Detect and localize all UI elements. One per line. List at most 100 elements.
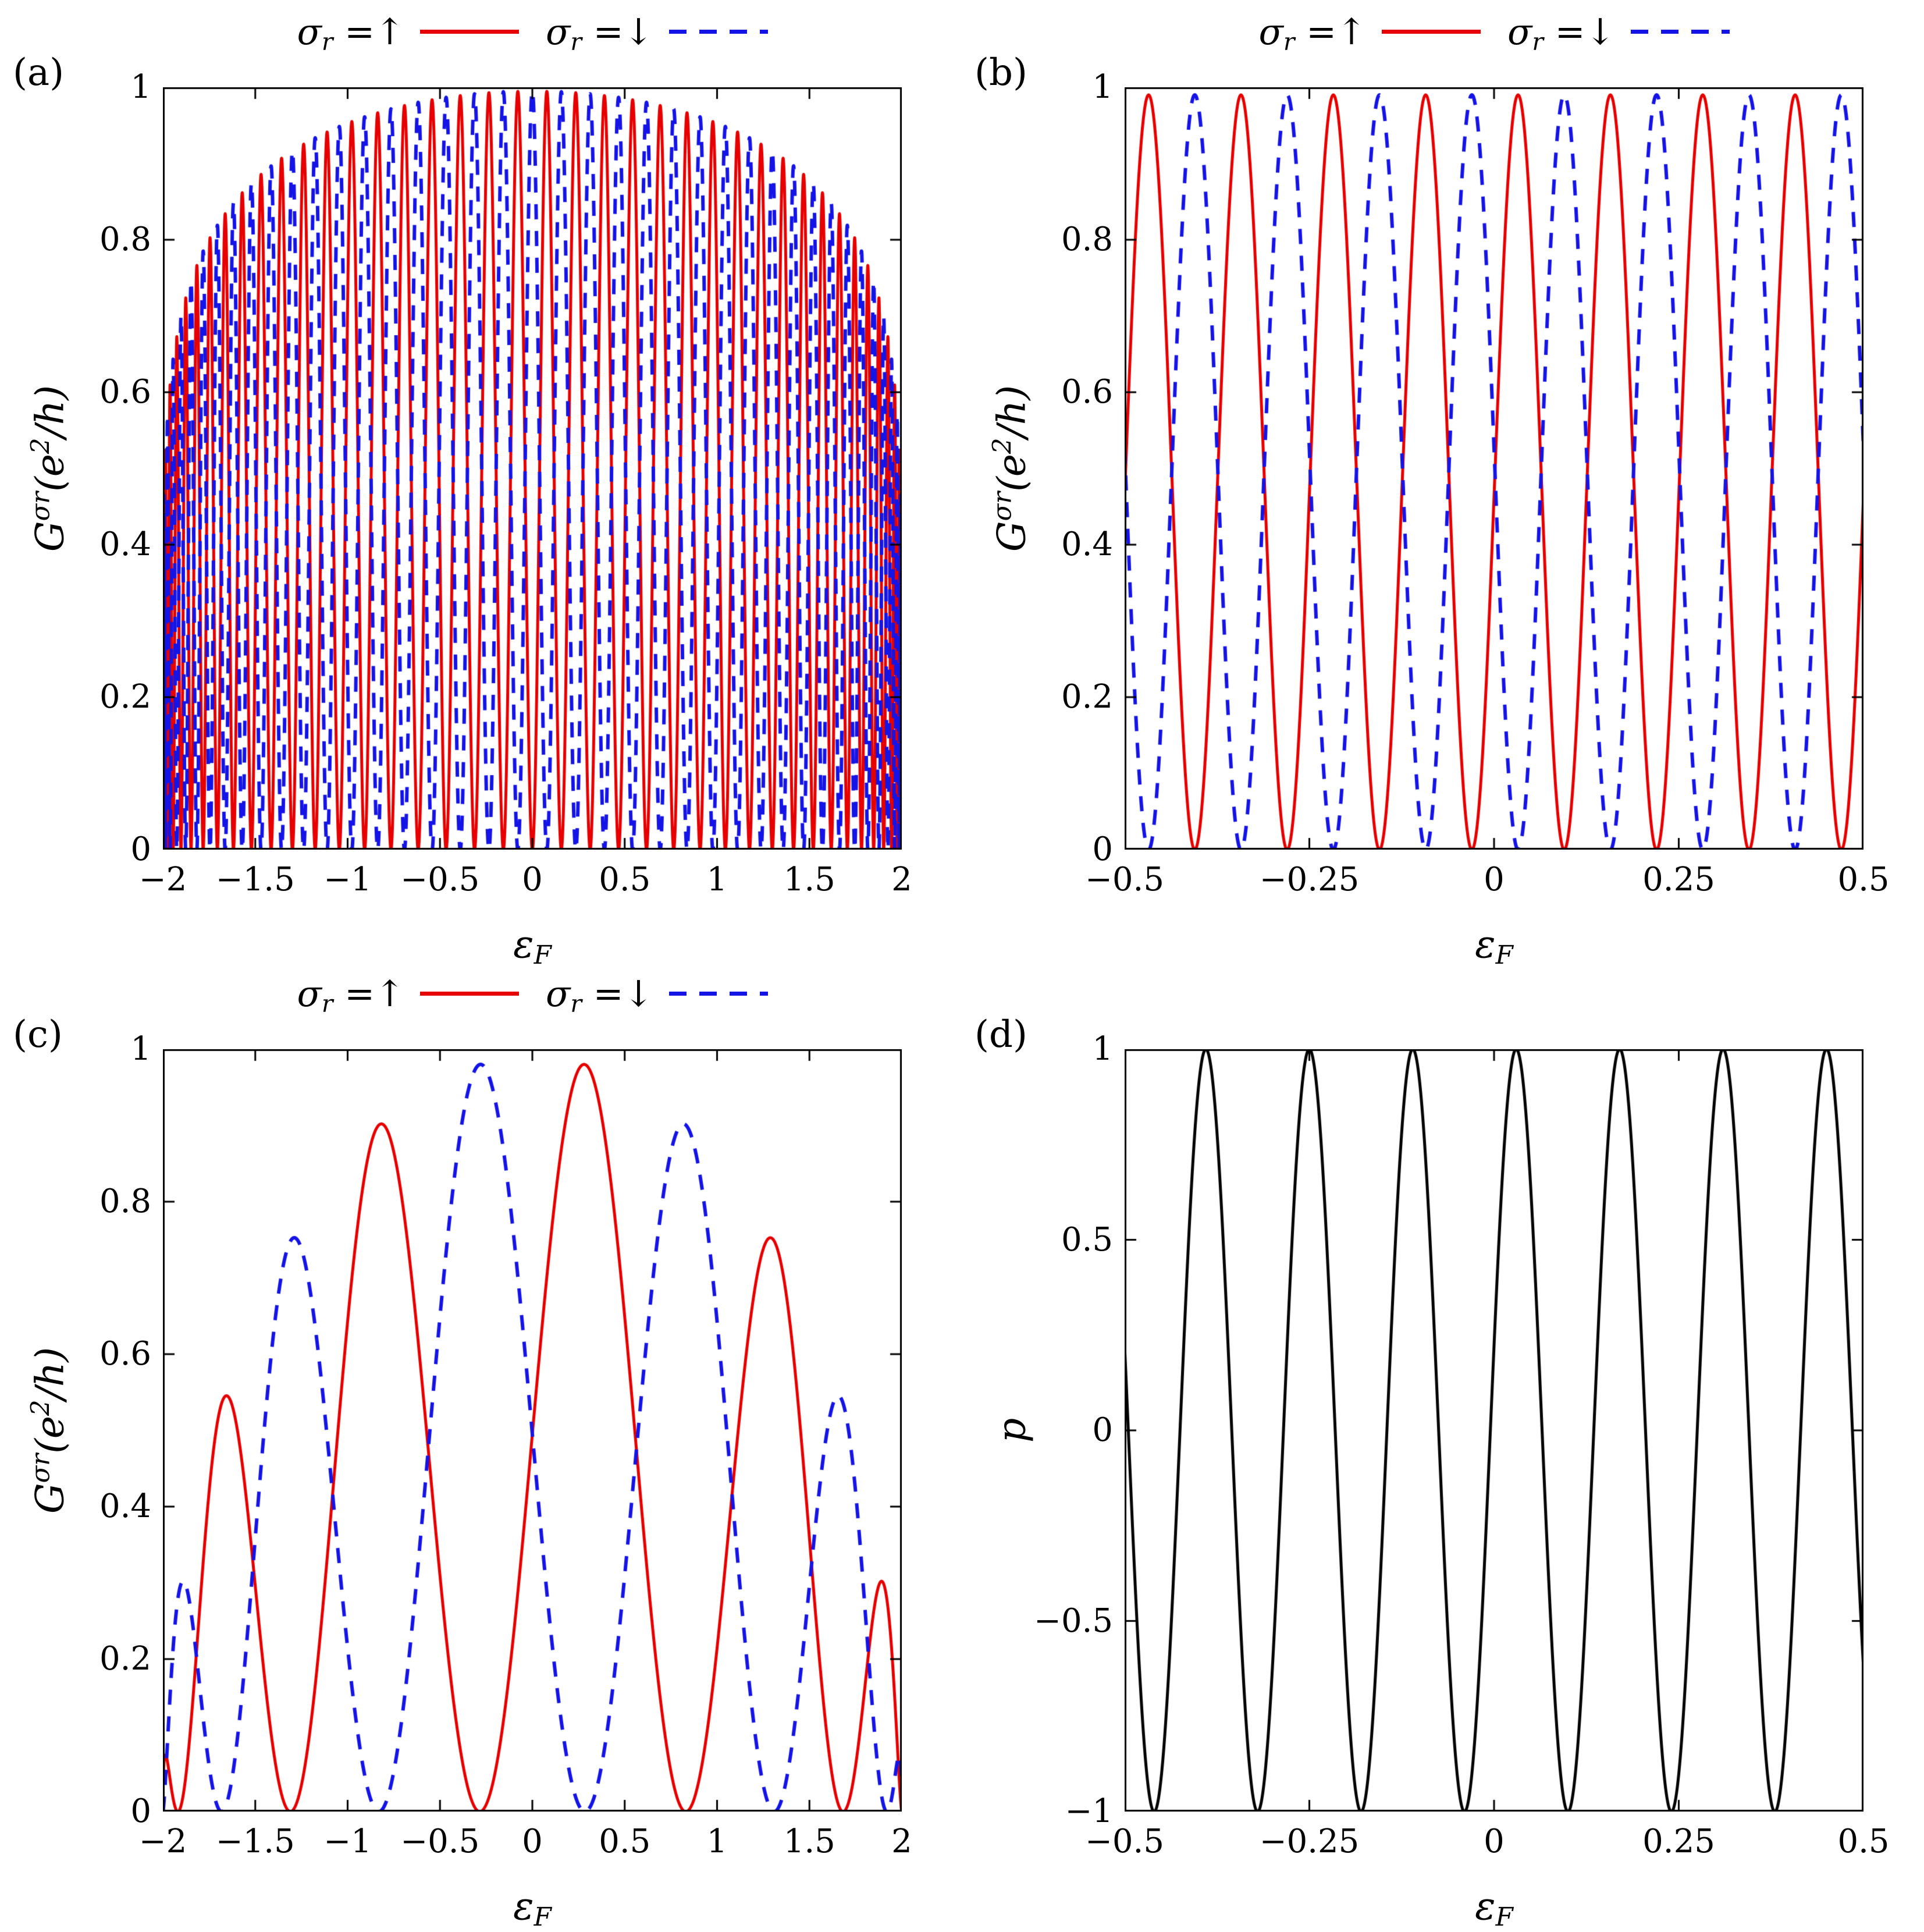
- label-token: (e: [27, 1416, 73, 1454]
- label-token: =↓: [581, 10, 654, 53]
- label-token: ε: [1475, 922, 1496, 967]
- x-tick-label: 2: [891, 1823, 912, 1860]
- x-axis-label: εF: [163, 922, 902, 970]
- label-token: (e: [989, 454, 1034, 492]
- label-token: r: [570, 990, 582, 1018]
- panel-b: (b) σr =↑ σr =↓ Gσr(e2/h) εF −0.5 −0.25 0 0.…: [962, 0, 1924, 970]
- x-tick-label: −2: [138, 1823, 187, 1860]
- label-token: =↓: [581, 972, 654, 1015]
- label-token: =↑: [333, 10, 405, 53]
- x-tick-label: 0.5: [599, 1823, 651, 1860]
- x-tick-label: −0.25: [1259, 861, 1360, 898]
- x-tick-label: −0.25: [1259, 1823, 1360, 1860]
- x-tick-label: −0.5: [400, 861, 480, 898]
- legend-item: σr =↓: [1507, 10, 1730, 56]
- label-token: F: [1495, 1902, 1513, 1932]
- label-token: σ: [297, 972, 322, 1015]
- x-tick-label: 1.5: [783, 861, 835, 898]
- x-tick-label: 0.25: [1642, 861, 1715, 898]
- legend-label: σr =↓: [546, 972, 654, 1018]
- legend-line-sample: [668, 992, 768, 996]
- label-token: F: [534, 940, 552, 970]
- x-tick-label: 0: [522, 1823, 543, 1860]
- legend-label: σr =↑: [297, 972, 406, 1018]
- y-tick-label: 1: [130, 1030, 151, 1068]
- label-token: r: [1532, 28, 1544, 56]
- legend-item: σr =↓: [546, 10, 768, 56]
- y-tick-label: 0: [1092, 830, 1113, 868]
- label-token: F: [534, 1902, 552, 1932]
- y-tick-label: 0: [130, 830, 151, 868]
- x-tick-label: 0.5: [1837, 1823, 1890, 1860]
- label-token: =↑: [1294, 10, 1367, 53]
- label-token: σ: [546, 972, 571, 1015]
- x-tick-label: 2: [891, 861, 912, 898]
- x-tick-label: 0: [1484, 1823, 1505, 1860]
- x-tick-label: 1.5: [783, 1823, 835, 1860]
- plot-canvas-d: [1125, 1049, 1863, 1812]
- legend-item: σr =↑: [297, 972, 519, 1018]
- y-tick-label: 0.2: [1061, 678, 1113, 716]
- label-token: ε: [1475, 1884, 1496, 1929]
- x-tick-label: −1: [323, 861, 372, 898]
- x-axis-label: εF: [1125, 1884, 1863, 1932]
- y-tick-label: 0.4: [99, 1487, 151, 1525]
- label-token: 2: [26, 1400, 56, 1416]
- x-tick-label: −1: [323, 1823, 372, 1860]
- x-tick-label: −0.5: [1085, 1823, 1164, 1860]
- y-tick-label: 0.2: [99, 678, 151, 716]
- x-tick-label: −0.5: [1085, 861, 1164, 898]
- label-token: ε: [513, 1884, 534, 1929]
- y-tick-label: −1: [1065, 1792, 1113, 1830]
- label-token: =↑: [333, 972, 405, 1015]
- panel-label-b: (b): [975, 51, 1027, 94]
- y-tick-label: −0.5: [1034, 1601, 1113, 1640]
- y-tick-label: 0.4: [99, 525, 151, 563]
- panel-label-a: (a): [13, 51, 65, 94]
- panel-d: (d) p εF −0.5 −0.25 0 0.25 0.5 −1 −0.5 0 0.5 1: [962, 962, 1924, 1932]
- panel-c: (c) σr =↑ σr =↓ Gσr(e2/h) εF −2 −1.5 −1 −0.5…: [0, 962, 962, 1932]
- x-axis-label: εF: [1125, 922, 1863, 970]
- x-tick-label: −1.5: [215, 1823, 295, 1860]
- label-token: r: [570, 28, 582, 56]
- plot-canvas-a: [163, 87, 902, 850]
- plot-canvas-b: [1125, 87, 1863, 850]
- y-tick-label: 0.8: [99, 221, 151, 258]
- x-tick-label: 0.5: [1837, 861, 1890, 898]
- label-token: σr: [26, 491, 56, 521]
- label-token: =↓: [1543, 10, 1616, 53]
- y-tick-label: 0.5: [1061, 1220, 1113, 1259]
- x-tick-label: −1.5: [215, 861, 295, 898]
- label-token: r: [321, 990, 333, 1018]
- x-tick-label: 0.5: [599, 861, 651, 898]
- label-token: F: [1495, 940, 1513, 970]
- x-tick-label: 0: [1484, 861, 1505, 898]
- legend-line-sample: [1382, 30, 1481, 34]
- y-tick-label: 0.2: [99, 1640, 151, 1678]
- x-tick-label: 0.25: [1642, 1823, 1715, 1860]
- y-tick-label: 0: [1092, 1411, 1113, 1449]
- plot-canvas-c: [163, 1049, 902, 1812]
- legend-label: σr =↓: [546, 10, 654, 56]
- label-token: (e: [27, 454, 73, 492]
- y-tick-label: 0: [130, 1792, 151, 1830]
- y-tick-label: 0.6: [1061, 373, 1113, 411]
- legend-line-sample: [1630, 30, 1730, 34]
- y-tick-label: 0.4: [1061, 525, 1113, 563]
- legend-c: σr =↑ σr =↓: [163, 972, 902, 1018]
- legend-a: σr =↑ σr =↓: [163, 10, 902, 56]
- y-tick-label: 0.6: [99, 373, 151, 411]
- label-token: σ: [1507, 10, 1532, 53]
- panel-a: (a) σr =↑ σr =↓ Gσr(e2/h) εF −2 −1.5 −1 −0.5…: [0, 0, 962, 970]
- legend-item: σr =↓: [546, 972, 768, 1018]
- x-axis-label: εF: [163, 1884, 902, 1932]
- legend-label: σr =↑: [1259, 10, 1367, 56]
- legend-line-sample: [668, 30, 768, 34]
- legend-line-sample: [420, 992, 519, 996]
- legend-item: σr =↑: [297, 10, 519, 56]
- x-tick-label: 1: [706, 861, 728, 898]
- label-token: r: [1283, 28, 1295, 56]
- y-tick-label: 0.8: [1061, 221, 1113, 258]
- label-token: σ: [297, 10, 322, 53]
